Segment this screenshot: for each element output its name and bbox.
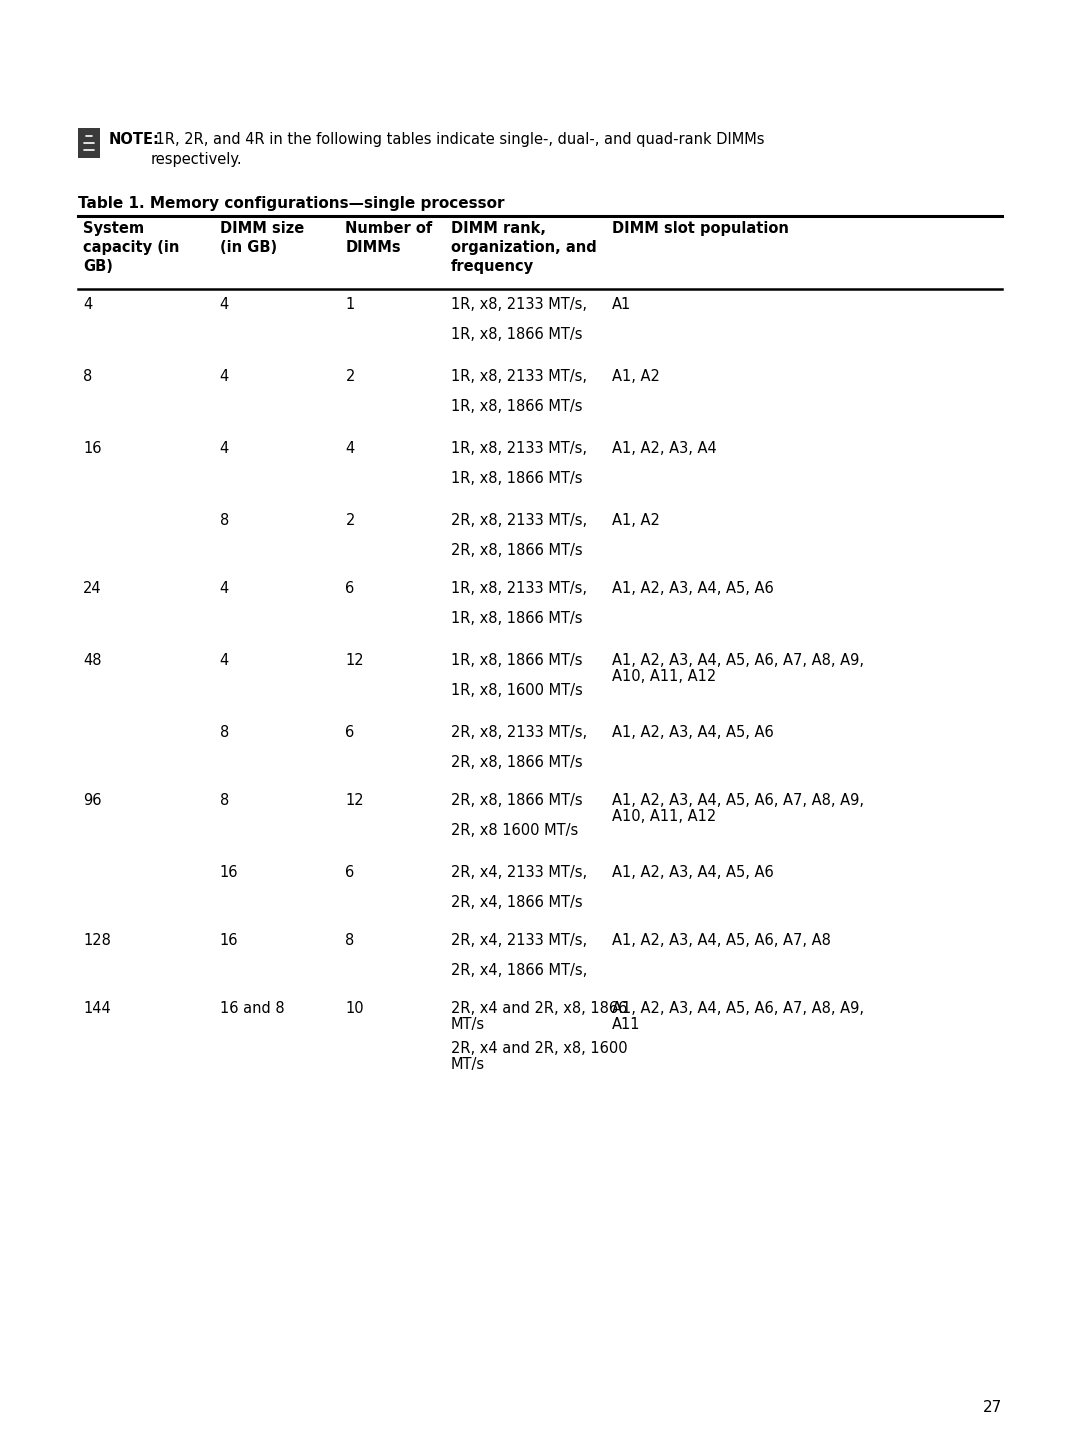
Text: A1, A2, A3, A4, A5, A6, A7, A8, A9,: A1, A2, A3, A4, A5, A6, A7, A8, A9, (611, 1001, 864, 1017)
Bar (78, 128, 100, 158)
Text: 48: 48 (83, 652, 102, 668)
Text: 2R, x8, 1866 MT/s: 2R, x8, 1866 MT/s (450, 793, 582, 807)
Text: 16: 16 (83, 442, 102, 456)
Text: 1R, x8, 2133 MT/s,: 1R, x8, 2133 MT/s, (450, 369, 586, 384)
Text: 2R, x8 1600 MT/s: 2R, x8 1600 MT/s (450, 823, 578, 837)
Text: 2R, x4, 2133 MT/s,: 2R, x4, 2133 MT/s, (450, 865, 586, 880)
Text: 1R, x8, 2133 MT/s,: 1R, x8, 2133 MT/s, (450, 581, 586, 597)
Text: 2R, x8, 2133 MT/s,: 2R, x8, 2133 MT/s, (450, 513, 586, 528)
Text: A1, A2: A1, A2 (611, 513, 660, 528)
Text: 8: 8 (346, 934, 354, 948)
Text: A1, A2, A3, A4, A5, A6, A7, A8, A9,: A1, A2, A3, A4, A5, A6, A7, A8, A9, (611, 793, 864, 807)
Text: 96: 96 (83, 793, 102, 807)
Text: 12: 12 (346, 652, 364, 668)
Text: A1, A2, A3, A4, A5, A6, A7, A8: A1, A2, A3, A4, A5, A6, A7, A8 (611, 934, 831, 948)
Text: 1R, 2R, and 4R in the following tables indicate single-, dual-, and quad-rank DI: 1R, 2R, and 4R in the following tables i… (151, 132, 765, 168)
Text: 1R, x8, 2133 MT/s,: 1R, x8, 2133 MT/s, (450, 297, 586, 313)
Text: NOTE:: NOTE: (109, 132, 160, 148)
Text: 1R, x8, 1866 MT/s: 1R, x8, 1866 MT/s (450, 652, 582, 668)
Text: A10, A11, A12: A10, A11, A12 (611, 670, 716, 684)
Text: 128: 128 (83, 934, 111, 948)
Text: A1, A2, A3, A4, A5, A6: A1, A2, A3, A4, A5, A6 (611, 581, 773, 597)
Text: System
capacity (in
GB): System capacity (in GB) (83, 221, 179, 274)
Text: 2R, x4, 1866 MT/s,: 2R, x4, 1866 MT/s, (450, 964, 588, 978)
Text: 6: 6 (346, 726, 354, 740)
Text: Number of
DIMMs: Number of DIMMs (346, 221, 433, 255)
Text: MT/s: MT/s (450, 1017, 485, 1032)
Text: 4: 4 (346, 442, 354, 456)
Text: 2: 2 (346, 513, 355, 528)
Text: 1R, x8, 1866 MT/s: 1R, x8, 1866 MT/s (450, 327, 582, 341)
Text: 8: 8 (83, 369, 92, 384)
Text: 1R, x8, 1866 MT/s: 1R, x8, 1866 MT/s (450, 399, 582, 414)
Text: 6: 6 (346, 865, 354, 880)
Text: 2: 2 (346, 369, 355, 384)
Text: 4: 4 (219, 442, 229, 456)
Text: 16: 16 (219, 934, 239, 948)
Text: A1, A2, A3, A4, A5, A6: A1, A2, A3, A4, A5, A6 (611, 865, 773, 880)
Text: DIMM size
(in GB): DIMM size (in GB) (219, 221, 303, 255)
Text: 16 and 8: 16 and 8 (219, 1001, 284, 1017)
Text: 10: 10 (346, 1001, 364, 1017)
Text: 2R, x4 and 2R, x8, 1600: 2R, x4 and 2R, x8, 1600 (450, 1041, 627, 1055)
Text: 4: 4 (219, 297, 229, 313)
Text: 8: 8 (219, 726, 229, 740)
Text: DIMM rank,
organization, and
frequency: DIMM rank, organization, and frequency (450, 221, 596, 274)
Text: 1R, x8, 1600 MT/s: 1R, x8, 1600 MT/s (450, 683, 582, 698)
Text: 4: 4 (219, 369, 229, 384)
Text: 1R, x8, 1866 MT/s: 1R, x8, 1866 MT/s (450, 470, 582, 486)
Text: 24: 24 (83, 581, 102, 597)
Text: 1: 1 (346, 297, 354, 313)
Text: 8: 8 (219, 793, 229, 807)
Text: 12: 12 (346, 793, 364, 807)
Text: 2R, x4, 1866 MT/s: 2R, x4, 1866 MT/s (450, 895, 582, 911)
Text: 2R, x4, 2133 MT/s,: 2R, x4, 2133 MT/s, (450, 934, 586, 948)
Text: 2R, x8, 1866 MT/s: 2R, x8, 1866 MT/s (450, 754, 582, 770)
Text: 16: 16 (219, 865, 239, 880)
Text: 1R, x8, 1866 MT/s: 1R, x8, 1866 MT/s (450, 611, 582, 627)
Text: A1: A1 (611, 297, 631, 313)
Text: 4: 4 (219, 581, 229, 597)
Text: 2R, x8, 1866 MT/s: 2R, x8, 1866 MT/s (450, 543, 582, 558)
Text: 144: 144 (83, 1001, 111, 1017)
Text: A10, A11, A12: A10, A11, A12 (611, 809, 716, 825)
Text: 8: 8 (219, 513, 229, 528)
Text: 27: 27 (983, 1400, 1002, 1415)
Text: Table 1. Memory configurations—single processor: Table 1. Memory configurations—single pr… (78, 196, 504, 211)
Text: A1, A2, A3, A4, A5, A6, A7, A8, A9,: A1, A2, A3, A4, A5, A6, A7, A8, A9, (611, 652, 864, 668)
Text: 6: 6 (346, 581, 354, 597)
Text: A1, A2: A1, A2 (611, 369, 660, 384)
Text: 4: 4 (83, 297, 92, 313)
Text: MT/s: MT/s (450, 1057, 485, 1073)
Text: 2R, x8, 2133 MT/s,: 2R, x8, 2133 MT/s, (450, 726, 586, 740)
Text: 4: 4 (219, 652, 229, 668)
Text: DIMM slot population: DIMM slot population (611, 221, 788, 237)
Text: 1R, x8, 2133 MT/s,: 1R, x8, 2133 MT/s, (450, 442, 586, 456)
Text: A1, A2, A3, A4: A1, A2, A3, A4 (611, 442, 716, 456)
Text: A11: A11 (611, 1017, 640, 1032)
Text: A1, A2, A3, A4, A5, A6: A1, A2, A3, A4, A5, A6 (611, 726, 773, 740)
Text: 2R, x4 and 2R, x8, 1866: 2R, x4 and 2R, x8, 1866 (450, 1001, 627, 1017)
